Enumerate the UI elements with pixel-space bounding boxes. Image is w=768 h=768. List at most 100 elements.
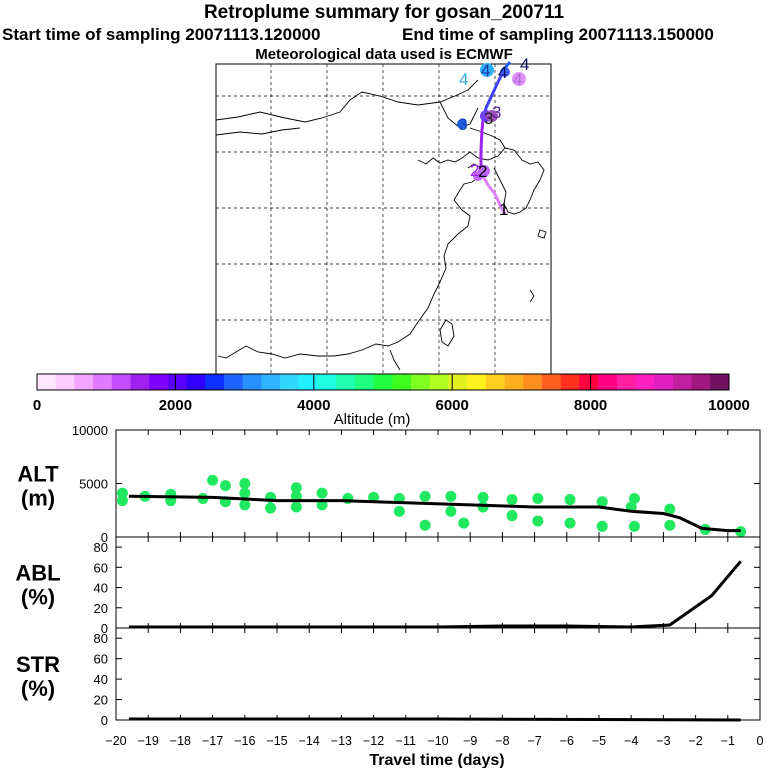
time-series-panels: 1000050000ALT(m)806040200ABL(%)806040200… (15, 423, 763, 748)
day-marker-1: 1 (499, 200, 508, 219)
cluster-circle (486, 110, 498, 122)
start-time-label: Start time of sampling 20071113.120000 (2, 25, 321, 44)
colorbar-swatch (392, 374, 412, 390)
x-tick-label: −18 (170, 734, 191, 748)
x-tick-label: −9 (463, 734, 477, 748)
str-panel-frame (115, 627, 761, 721)
x-tick-label: −4 (624, 734, 638, 748)
colorbar-frame (36, 373, 730, 391)
alt-scatter-point (664, 519, 676, 531)
altitude-colorbar: 0 2000 4000 6000 8000 10000 Altitude (m) (33, 373, 750, 428)
colorbar-tick-label: 2000 (159, 397, 192, 414)
coastlines (215, 79, 547, 371)
x-tick-label: −11 (396, 734, 416, 748)
alt-scatter-point (393, 505, 405, 517)
x-tick-label: −13 (331, 734, 352, 748)
x-tick-label: −12 (363, 734, 384, 748)
alt-scatter-point (506, 494, 518, 506)
y-tick-label: 40 (94, 581, 108, 596)
x-axis-label: Travel time (days) (369, 752, 504, 768)
alt-scatter-point (265, 502, 277, 514)
day-marker-4e: 4 (520, 55, 529, 74)
colorbar-swatch (205, 374, 225, 390)
x-tick-label: −16 (234, 734, 255, 748)
y-tick-label: 60 (94, 560, 108, 575)
x-tick-label: −7 (527, 734, 541, 748)
colorbar-swatch (167, 374, 188, 390)
alt-scatter-point (239, 478, 251, 489)
alt-scatter-point (219, 480, 231, 492)
colorbar-tick-label: 8000 (574, 397, 607, 414)
colorbar-swatch (93, 374, 113, 390)
alt-scatter-point (290, 482, 302, 494)
x-tick-label: −2 (688, 734, 702, 748)
y-tick-label: 20 (94, 601, 108, 616)
x-tick-label: −20 (105, 734, 126, 748)
x-tick-label: −10 (427, 734, 448, 748)
alt-scatter-point (596, 496, 608, 508)
alt-scatter-point (532, 515, 544, 527)
alt-scatter-point (477, 491, 489, 503)
day-marker-3a: 3 (458, 115, 467, 134)
cluster-circle (480, 63, 494, 77)
cluster-circle (500, 67, 510, 77)
colorbar-tick-label: 4000 (297, 397, 330, 414)
alt-series-line (128, 494, 741, 533)
colorbar-swatch (560, 374, 580, 390)
alt-scatter-point (419, 490, 431, 502)
colorbar-swatch (242, 374, 262, 390)
alt-scatter-point (290, 490, 302, 502)
abl-panel-frame (115, 536, 761, 629)
colorbar-swatch (298, 374, 319, 390)
colorbar-swatch (654, 374, 674, 390)
alt-scatter-point (477, 501, 489, 513)
colorbar-swatch (224, 374, 244, 390)
str-panel: 80 60 40 20 0 STR(%) (16, 627, 761, 728)
day-marker-2b: 2 (470, 161, 479, 180)
y-tick-label: 60 (94, 652, 108, 667)
alt-scatter-point (458, 517, 470, 529)
alt-scatter-point (290, 501, 302, 513)
y-tick-label: 10000 (72, 423, 108, 438)
colorbar-swatch (467, 374, 487, 390)
end-time-label: End time of sampling 20071113.150000 (402, 25, 714, 44)
y-tick-label: 40 (94, 672, 108, 687)
alt-scatter-point (316, 487, 328, 499)
alt-scatter-point (316, 499, 328, 511)
colorbar-label: Altitude (m) (334, 411, 411, 428)
day-marker-4a: 4 (459, 70, 468, 89)
day-marker-4b: 4 (481, 61, 490, 80)
y-tick-label: 0 (101, 530, 108, 545)
x-tick-label: −14 (299, 734, 320, 748)
colorbar-swatch (186, 374, 206, 390)
alt-scatter-point (564, 517, 576, 529)
plot-title: Retroplume summary for gosan_200711 (203, 2, 565, 23)
cluster-circle (512, 72, 526, 86)
colorbar-swatch (261, 374, 281, 390)
alt-ylabel-units: (m) (21, 486, 55, 511)
colorbar-swatch (354, 374, 375, 390)
trajectory-segment-4 (503, 61, 512, 69)
x-tick-label: −8 (495, 734, 509, 748)
y-tick-label: 0 (101, 621, 108, 636)
cluster-circle (473, 171, 483, 181)
y-tick-label: 80 (94, 540, 108, 555)
y-tick-label: 20 (94, 693, 108, 708)
x-tick-label: −3 (656, 734, 670, 748)
str-series-line (128, 717, 741, 722)
colorbar-swatch (411, 374, 431, 390)
colorbar-swatch (429, 374, 449, 390)
abl-series-line (128, 560, 742, 629)
colorbar-tick-label: 0 (33, 397, 41, 414)
alt-scatter-point (628, 520, 640, 532)
alt-scatter-point (239, 487, 251, 499)
day-number-labels: 1 2 2 3 3 3 4 4 4 4 4 (458, 55, 529, 219)
x-tick-label: −17 (202, 734, 223, 748)
day-marker-2: 2 (478, 162, 487, 181)
alt-scatter-point (419, 519, 431, 531)
colorbar-swatch (504, 374, 524, 390)
x-tick-label: −19 (138, 734, 159, 748)
colorbar-tick-label: 10000 (708, 397, 750, 414)
cluster-circle (457, 119, 467, 129)
